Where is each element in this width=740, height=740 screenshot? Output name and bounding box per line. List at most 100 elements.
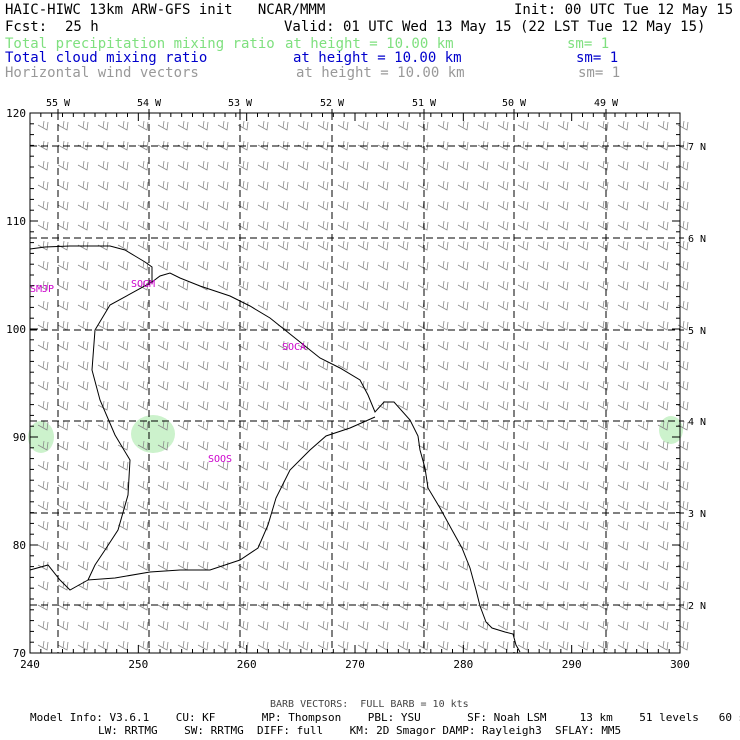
wind-barb	[177, 480, 189, 491]
wind-barb	[637, 540, 649, 551]
wind-barb	[417, 220, 429, 231]
wind-barb	[317, 440, 329, 451]
wind-barb	[157, 620, 169, 631]
wind-barb	[677, 140, 689, 151]
wind-barb	[597, 480, 609, 491]
wind-barb	[357, 220, 369, 231]
wind-barb	[677, 120, 689, 131]
wind-barb	[317, 220, 329, 231]
wind-barb	[57, 420, 69, 431]
wind-barb	[157, 360, 169, 371]
wind-barb	[157, 460, 169, 471]
wind-barb	[57, 200, 69, 211]
wind-barb	[397, 320, 409, 331]
wind-barb	[597, 140, 609, 151]
wind-barb	[277, 240, 289, 251]
wind-barb	[237, 560, 249, 571]
wind-barb	[217, 580, 229, 591]
longitude-label: 53 W	[228, 98, 253, 109]
wind-barb	[57, 120, 69, 131]
wind-barb	[477, 260, 489, 271]
wind-barb	[377, 300, 389, 311]
wind-barb	[217, 160, 229, 171]
wind-barb	[417, 400, 429, 411]
wind-barb	[137, 640, 149, 651]
wind-barb	[177, 400, 189, 411]
wind-barb	[117, 280, 129, 291]
wind-barb	[397, 580, 409, 591]
wind-barb	[657, 640, 669, 651]
wind-barb	[237, 280, 249, 291]
wind-barb	[497, 360, 509, 371]
wind-barb	[197, 220, 209, 231]
wind-barb	[257, 260, 269, 271]
wind-barb	[397, 640, 409, 651]
wind-barb	[437, 120, 449, 131]
wind-barb	[137, 460, 149, 471]
wind-barb	[657, 180, 669, 191]
wind-barb	[217, 340, 229, 351]
wind-barb	[497, 420, 509, 431]
wind-barb	[357, 540, 369, 551]
wind-barb	[217, 420, 229, 431]
wind-barb	[57, 560, 69, 571]
wind-barb	[437, 460, 449, 471]
wind-barb	[77, 560, 89, 571]
wind-barb	[97, 560, 109, 571]
wind-barb	[197, 420, 209, 431]
wind-barb	[597, 380, 609, 391]
wind-barb	[577, 160, 589, 171]
wind-barb	[377, 480, 389, 491]
wind-barb	[197, 640, 209, 651]
field-precip-smooth: sm= 1	[567, 36, 610, 52]
wind-barb	[677, 480, 689, 491]
wind-barb	[277, 540, 289, 551]
wind-barb	[417, 640, 429, 651]
wind-barb	[277, 420, 289, 431]
wind-barb	[457, 540, 469, 551]
wind-barb	[77, 640, 89, 651]
wind-barb	[117, 380, 129, 391]
wind-barb	[97, 620, 109, 631]
wind-barb	[517, 520, 529, 531]
wind-barb	[157, 480, 169, 491]
wind-barb	[637, 500, 649, 511]
wind-barb	[677, 520, 689, 531]
wind-barb	[377, 240, 389, 251]
wind-barb	[637, 120, 649, 131]
wind-barb	[117, 180, 129, 191]
wind-barb	[177, 620, 189, 631]
wind-barb	[377, 500, 389, 511]
wind-barb	[577, 300, 589, 311]
wind-barb	[117, 140, 129, 151]
wind-barb	[377, 540, 389, 551]
wind-barb	[377, 200, 389, 211]
wind-barb	[437, 540, 449, 551]
wind-barb	[157, 140, 169, 151]
wind-barb	[317, 340, 329, 351]
wind-barb	[617, 280, 629, 291]
wind-barb	[317, 400, 329, 411]
wind-barb	[337, 300, 349, 311]
wind-barb	[537, 440, 549, 451]
x-tick-label: 240	[20, 658, 40, 671]
wind-barb	[337, 180, 349, 191]
wind-barb	[277, 160, 289, 171]
wind-barb	[417, 120, 429, 131]
wind-barb	[657, 500, 669, 511]
wind-barb	[377, 520, 389, 531]
wind-barb	[257, 500, 269, 511]
wind-barb	[477, 460, 489, 471]
wind-barb	[637, 280, 649, 291]
wind-barb	[557, 560, 569, 571]
wind-barb	[517, 200, 529, 211]
wind-barb	[437, 140, 449, 151]
wind-barb	[157, 440, 169, 451]
wind-barb	[597, 300, 609, 311]
wind-barb	[97, 280, 109, 291]
wind-barb	[657, 360, 669, 371]
wind-barb	[197, 140, 209, 151]
wind-barb	[297, 460, 309, 471]
wind-barb	[617, 300, 629, 311]
wind-barb	[137, 140, 149, 151]
